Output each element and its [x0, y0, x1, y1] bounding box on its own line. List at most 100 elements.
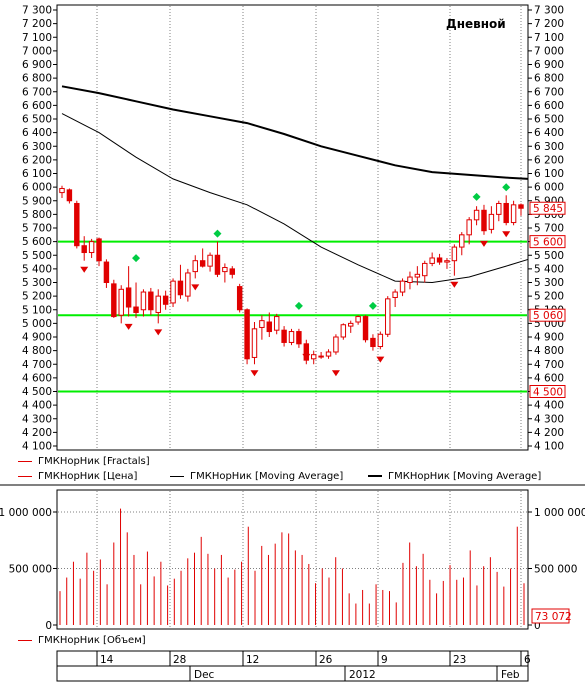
candle-body[interactable]	[148, 291, 154, 311]
price-tick-label-left: 6 000	[22, 182, 52, 194]
volume-tick-label-left: 1 000 000	[0, 507, 52, 519]
candle-body[interactable]	[444, 260, 450, 263]
candle-body[interactable]	[377, 333, 384, 348]
candle-body[interactable]	[399, 280, 406, 293]
candle-body[interactable]	[170, 280, 176, 304]
fractal-down-marker[interactable]	[302, 353, 311, 360]
candle-body[interactable]	[355, 316, 361, 323]
candle-body[interactable]	[385, 298, 391, 335]
time-axis-day-label: 9	[381, 654, 388, 666]
candle-body[interactable]	[140, 291, 147, 311]
candle-body[interactable]	[451, 246, 458, 262]
candle-body[interactable]	[310, 354, 317, 360]
fractal-down-marker[interactable]	[80, 266, 89, 273]
fractal-up-marker[interactable]	[132, 254, 141, 263]
candle-body[interactable]	[503, 202, 509, 224]
price-panel[interactable]	[56, 4, 529, 451]
fractal-up-marker[interactable]	[213, 229, 222, 238]
fractal-down-marker[interactable]	[331, 370, 340, 377]
fractal-down-marker[interactable]	[376, 356, 385, 363]
candle-body[interactable]	[192, 260, 198, 273]
price-tick-label-right: 6 300	[534, 141, 564, 153]
price-tick-label-right: 6 800	[534, 73, 564, 85]
candle-body[interactable]	[81, 245, 87, 254]
candle-body[interactable]	[229, 268, 235, 275]
legend-entry[interactable]: ГМКНорНик [Moving Average]	[368, 470, 541, 484]
candle-body[interactable]	[303, 343, 310, 361]
candle-body[interactable]	[488, 213, 495, 230]
candle-body[interactable]	[199, 260, 206, 267]
legend-entry[interactable]: ГМКНорНик [Fractals]	[18, 455, 150, 469]
candle-body[interactable]	[333, 336, 339, 353]
candle-body[interactable]	[125, 287, 132, 308]
candle-body[interactable]	[59, 187, 65, 194]
time-axis-month-label: Feb	[501, 669, 520, 681]
candle-body[interactable]	[244, 309, 250, 360]
fractal-up-marker[interactable]	[294, 301, 303, 310]
candle-body[interactable]	[214, 254, 221, 275]
candle-body[interactable]	[162, 295, 169, 305]
candle-body[interactable]	[466, 219, 472, 236]
candle-body[interactable]	[111, 283, 117, 318]
legend-entry[interactable]: ГМКНорНик [Объем]	[18, 634, 146, 648]
candle-body[interactable]	[273, 316, 280, 331]
candle-body[interactable]	[288, 331, 295, 343]
candle-body[interactable]	[510, 204, 517, 224]
candle-body[interactable]	[407, 276, 413, 283]
candle-body[interactable]	[74, 202, 80, 247]
price-tick-label-left: 6 100	[22, 168, 52, 180]
candle-body[interactable]	[392, 291, 398, 298]
fractal-up-marker[interactable]	[502, 183, 511, 192]
fractal-down-marker[interactable]	[124, 323, 133, 330]
candle-body[interactable]	[222, 267, 228, 273]
price-tick-label-left: 4 300	[22, 413, 52, 425]
candle-body[interactable]	[133, 306, 139, 313]
candle-body[interactable]	[481, 209, 487, 232]
candle-body[interactable]	[318, 355, 324, 358]
candle-body[interactable]	[259, 320, 265, 328]
legend-entry[interactable]: ГМКНорНик [Цена]	[18, 470, 137, 484]
candle-body[interactable]	[414, 273, 421, 278]
candle-body[interactable]	[155, 295, 161, 313]
candle-body[interactable]	[348, 322, 354, 327]
price-tick-label-right: 4 300	[534, 413, 564, 425]
fractal-up-marker[interactable]	[472, 192, 481, 201]
fractal-down-marker[interactable]	[479, 240, 488, 247]
candle-body[interactable]	[281, 329, 287, 343]
candle-body[interactable]	[177, 280, 184, 296]
candle-body[interactable]	[422, 262, 428, 277]
candle-body[interactable]	[185, 272, 191, 297]
fractal-down-marker[interactable]	[191, 284, 200, 291]
candle-body[interactable]	[103, 261, 110, 283]
fractal-down-marker[interactable]	[250, 370, 259, 377]
candle-body[interactable]	[518, 204, 524, 209]
price-tick-label-left: 6 800	[22, 73, 52, 85]
candle-body[interactable]	[118, 288, 124, 316]
candle-body[interactable]	[96, 238, 102, 262]
fractal-down-marker[interactable]	[502, 231, 511, 238]
legend-entry[interactable]: ГМКНорНик [Moving Average]	[170, 470, 343, 484]
fractal-down-marker[interactable]	[450, 281, 459, 288]
candle-body[interactable]	[66, 189, 73, 202]
candle-body[interactable]	[459, 234, 465, 248]
candle-body[interactable]	[236, 286, 243, 311]
candle-body[interactable]	[473, 209, 480, 221]
candle-body[interactable]	[362, 316, 369, 341]
candle-body[interactable]	[370, 337, 376, 348]
candle-body[interactable]	[251, 328, 258, 358]
moving-average-thick-line[interactable]	[61, 85, 529, 180]
candle-body[interactable]	[340, 324, 347, 338]
candle-body[interactable]	[296, 331, 302, 345]
fractal-up-marker[interactable]	[368, 301, 377, 310]
legend-swatch	[170, 475, 184, 477]
candle-body[interactable]	[496, 202, 502, 215]
candle-body[interactable]	[266, 321, 273, 333]
moving-average-thin-line[interactable]	[61, 113, 529, 284]
candle-body[interactable]	[429, 257, 435, 264]
candle-body[interactable]	[436, 257, 443, 263]
candle-body[interactable]	[88, 241, 95, 254]
candle-body[interactable]	[207, 254, 213, 267]
fractal-down-marker[interactable]	[154, 329, 163, 336]
candle-body[interactable]	[325, 351, 332, 357]
